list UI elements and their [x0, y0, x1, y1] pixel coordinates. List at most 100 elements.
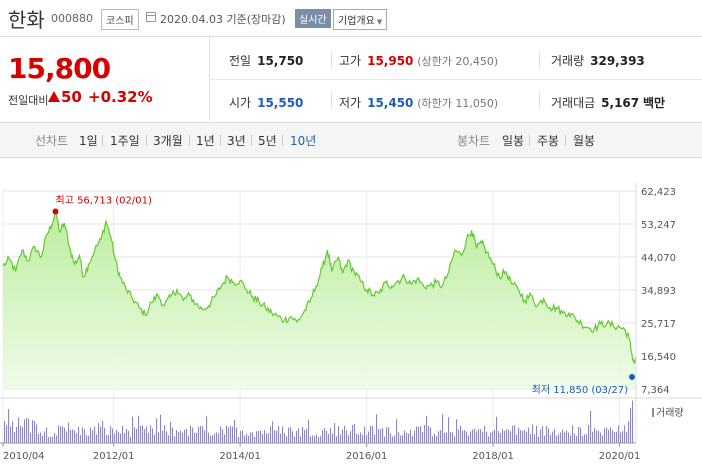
volume-bar [352, 424, 354, 443]
volume-bar [224, 434, 226, 443]
volume-bar [620, 432, 622, 443]
volume-bar [306, 428, 308, 443]
tab-daily[interactable]: 일봉 [502, 134, 525, 148]
tab-divider [102, 135, 103, 146]
volume-bar [236, 427, 238, 443]
volume-bar [132, 416, 134, 443]
volume-bar [204, 430, 206, 443]
volume-bar [322, 430, 324, 443]
volume-bar [470, 431, 472, 443]
volume-bar [220, 426, 222, 443]
volume-bar [266, 433, 268, 443]
volume-bar [30, 432, 32, 443]
line-chart-label: 선차트 [35, 134, 69, 148]
volume-bar [112, 428, 114, 443]
volume-bar [126, 428, 128, 443]
volume-bar [80, 434, 82, 443]
volume-bar [198, 426, 200, 443]
volume-bar [380, 429, 382, 443]
volume-bar [560, 432, 562, 443]
volume-bar [572, 425, 574, 443]
y-tick-label: 34,893 [641, 286, 676, 297]
volume-bar [68, 422, 70, 443]
tab-3m[interactable]: 3개월 [153, 134, 183, 148]
volume-bar [398, 432, 400, 443]
volume-bar [98, 422, 100, 443]
volume-bar [442, 414, 444, 443]
tab-3y[interactable]: 3년 [227, 134, 246, 148]
volume-bar [400, 435, 402, 443]
x-tick-label: 2020/01 [599, 451, 641, 462]
low-marker [629, 374, 635, 380]
tab-divider [282, 135, 283, 146]
tab-1w[interactable]: 1주일 [110, 134, 140, 148]
volume-bar [428, 426, 430, 443]
calendar-icon [146, 12, 156, 22]
volume-bar [580, 427, 582, 443]
volume-bar [124, 433, 126, 443]
volume-bar [244, 435, 246, 443]
volume-bar [258, 430, 260, 443]
y-tick-label: 44,070 [641, 253, 676, 264]
stat-open: 시가 15,550 [229, 94, 303, 111]
candle-chart-label: 봉차트 [457, 134, 491, 148]
stat-value: 15,450 [367, 96, 414, 110]
volume-bar [452, 432, 454, 443]
volume-bar [374, 434, 376, 443]
volume-bar [6, 425, 8, 443]
volume-bar [474, 428, 476, 443]
volume-bar [146, 426, 148, 443]
volume-bar [84, 429, 86, 443]
volume-bar [196, 432, 198, 443]
volume-bar [570, 435, 572, 443]
up-arrow-icon [48, 91, 60, 102]
tab-5y[interactable]: 5년 [258, 134, 277, 148]
tab-10y[interactable]: 10년 [290, 134, 317, 148]
volume-bar [104, 427, 106, 443]
volume-bar [592, 431, 594, 443]
stat-value: 5,167 [601, 96, 640, 110]
volume-bar [554, 428, 556, 443]
tab-monthly[interactable]: 월봉 [573, 134, 596, 148]
volume-bar [602, 435, 604, 443]
volume-bar [526, 431, 528, 443]
stat-prev-close: 전일 15,750 [229, 52, 303, 69]
tab-1d[interactable]: 1일 [79, 134, 98, 148]
volume-bar [578, 426, 580, 443]
market-badge: 코스피 [101, 9, 139, 30]
y-tick-label: 16,540 [641, 352, 676, 363]
volume-bar [576, 436, 578, 443]
volume-bar [476, 431, 478, 443]
tab-divider [146, 135, 147, 146]
stat-volume: 거래량 329,393 [551, 52, 645, 69]
volume-bar [144, 429, 146, 443]
volume-bar [324, 428, 326, 443]
volume-bar [286, 436, 288, 443]
tab-weekly[interactable]: 주봉 [537, 134, 560, 148]
volume-bar [282, 426, 284, 443]
volume-bar [552, 431, 554, 443]
volume-bar [468, 435, 470, 443]
volume-bar [622, 431, 624, 443]
volume-bar [12, 421, 14, 443]
tab-1y[interactable]: 1년 [196, 134, 215, 148]
realtime-button[interactable]: 실시간 [295, 9, 331, 28]
volume-bar [212, 435, 214, 443]
volume-bar [48, 436, 50, 443]
volume-bar [24, 419, 26, 443]
volume-bar [504, 430, 506, 443]
volume-bar [184, 429, 186, 443]
volume-bar [404, 430, 406, 443]
volume-bar [94, 426, 96, 443]
volume-bar [342, 429, 344, 443]
volume-bar [528, 427, 530, 443]
x-tick-label: 2014/01 [219, 451, 261, 462]
volume-bar [90, 427, 92, 443]
volume-bar [210, 435, 212, 443]
volume-bar [26, 417, 28, 443]
volume-bar [466, 431, 468, 443]
change-percent: +0.32% [88, 88, 153, 106]
company-info-dropdown[interactable]: 기업개요 ▼ [333, 9, 388, 30]
volume-bar [150, 425, 152, 443]
volume-bar [524, 429, 526, 443]
